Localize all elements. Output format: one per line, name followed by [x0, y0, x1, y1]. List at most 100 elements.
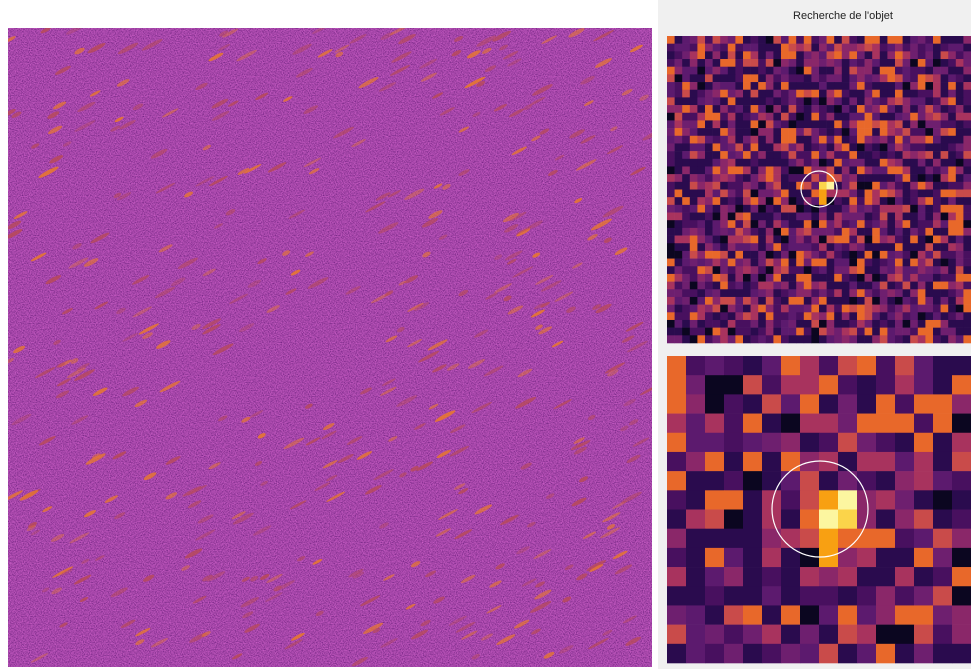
- pixel: [925, 197, 933, 205]
- pixel: [796, 213, 804, 221]
- pixel: [690, 328, 698, 336]
- pixel: [705, 282, 713, 290]
- pixel: [952, 490, 971, 509]
- pixel: [872, 51, 880, 59]
- pixel: [918, 205, 926, 213]
- pixel: [895, 220, 903, 228]
- pixel: [865, 128, 873, 136]
- pixel: [956, 36, 964, 44]
- pixel: [789, 213, 797, 221]
- pixel: [758, 166, 766, 174]
- pixel: [819, 394, 838, 413]
- pixel: [796, 274, 804, 282]
- pixel: [827, 97, 835, 105]
- pixel: [895, 120, 903, 128]
- pixel: [963, 297, 971, 305]
- pixel: [667, 136, 675, 144]
- pixel: [743, 74, 751, 82]
- pixel: [849, 67, 857, 75]
- pixel: [895, 90, 903, 98]
- pixel: [789, 274, 797, 282]
- pixel: [827, 67, 835, 75]
- pixel: [766, 105, 774, 113]
- pixel: [758, 251, 766, 259]
- pixel: [880, 228, 888, 236]
- pixel: [690, 166, 698, 174]
- pixel: [758, 174, 766, 182]
- pixel: [849, 105, 857, 113]
- pixel: [811, 236, 819, 244]
- pixel: [963, 335, 971, 343]
- pixel: [789, 97, 797, 105]
- pixel: [705, 297, 713, 305]
- pixel: [682, 159, 690, 167]
- pixel: [682, 74, 690, 82]
- pixel: [796, 266, 804, 274]
- pixel: [773, 289, 781, 297]
- pixel: [675, 182, 683, 190]
- pixel: [789, 312, 797, 320]
- pixel: [933, 51, 941, 59]
- pixel: [675, 143, 683, 151]
- pixel: [789, 143, 797, 151]
- pixel: [781, 625, 800, 644]
- pixel: [743, 151, 751, 159]
- pixel: [914, 433, 933, 452]
- pixel: [728, 82, 736, 90]
- pixel: [948, 335, 956, 343]
- pixel: [811, 190, 819, 198]
- pixel: [667, 328, 675, 336]
- pixel: [667, 74, 675, 82]
- pixel: [705, 490, 724, 509]
- pixel: [895, 243, 903, 251]
- pixel: [796, 59, 804, 67]
- pixel: [773, 205, 781, 213]
- pixel: [952, 625, 971, 644]
- pixel: [713, 44, 721, 52]
- pixel: [743, 586, 762, 605]
- pixel: [675, 251, 683, 259]
- pixel: [918, 220, 926, 228]
- pixel: [948, 312, 956, 320]
- pixel: [758, 143, 766, 151]
- pixel: [918, 335, 926, 343]
- pixel: [720, 136, 728, 144]
- pixel: [713, 190, 721, 198]
- pixel: [827, 151, 835, 159]
- pixel: [865, 59, 873, 67]
- pixel: [811, 159, 819, 167]
- pixel: [796, 197, 804, 205]
- pixel: [910, 36, 918, 44]
- pixel: [713, 213, 721, 221]
- pixel: [690, 182, 698, 190]
- pixel: [842, 312, 850, 320]
- pixel: [751, 243, 759, 251]
- pixel: [781, 136, 789, 144]
- pixel: [773, 44, 781, 52]
- pixel: [758, 335, 766, 343]
- pixel: [735, 59, 743, 67]
- pixel: [819, 356, 838, 375]
- pixel: [963, 266, 971, 274]
- pixel: [857, 297, 865, 305]
- pixel: [804, 274, 812, 282]
- pixel: [682, 251, 690, 259]
- pixel: [849, 289, 857, 297]
- pixel: [849, 174, 857, 182]
- pixel: [819, 414, 838, 433]
- pixel: [804, 182, 812, 190]
- pixel: [796, 312, 804, 320]
- pixel: [789, 228, 797, 236]
- pixel: [838, 644, 857, 663]
- pixel: [918, 90, 926, 98]
- pixel: [773, 74, 781, 82]
- pixel: [804, 320, 812, 328]
- pixel: [895, 166, 903, 174]
- pixel: [887, 44, 895, 52]
- pixel: [705, 266, 713, 274]
- pixel: [804, 282, 812, 290]
- pixel: [963, 205, 971, 213]
- pixel: [789, 259, 797, 267]
- pixel: [865, 251, 873, 259]
- pixel: [682, 297, 690, 305]
